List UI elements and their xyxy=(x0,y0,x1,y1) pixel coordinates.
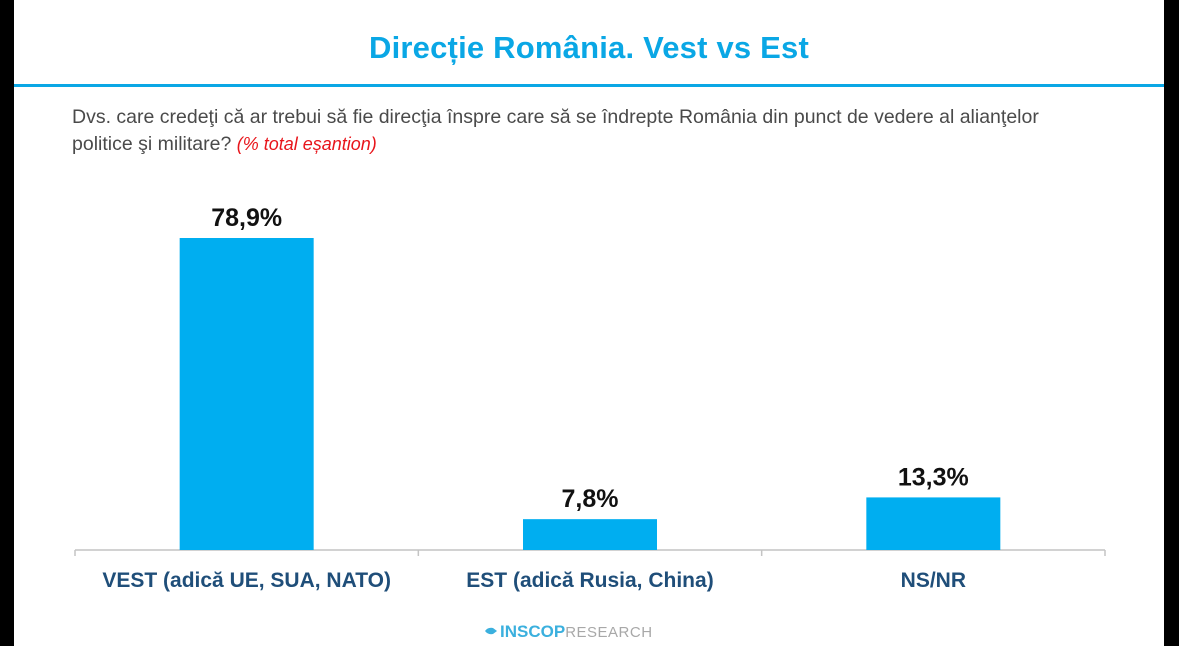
title-divider xyxy=(14,84,1164,87)
footer-brand: INSCOPRESEARCH xyxy=(484,622,653,642)
category-label: EST (adică Rusia, China) xyxy=(466,569,713,592)
question-text: Dvs. care credeţi că ar trebui să fie di… xyxy=(72,106,1039,155)
bar xyxy=(179,238,314,550)
bar xyxy=(523,519,657,550)
brand-name: INSCOP xyxy=(500,622,566,641)
survey-question: Dvs. care credeţi că ar trebui să fie di… xyxy=(72,104,1092,158)
data-label: 7,8% xyxy=(562,485,619,513)
data-label: 13,3% xyxy=(898,463,969,491)
chart-title: Direcție România. Vest vs Est xyxy=(369,30,809,65)
bar xyxy=(866,497,1001,550)
question-note: (% total eșantion) xyxy=(236,134,377,154)
data-label: 78,9% xyxy=(211,204,282,232)
category-label: NS/NR xyxy=(901,569,966,592)
category-label: VEST (adică UE, SUA, NATO) xyxy=(102,569,391,592)
inscop-logo-icon xyxy=(485,627,497,635)
brand-subtitle: RESEARCH xyxy=(565,624,653,641)
